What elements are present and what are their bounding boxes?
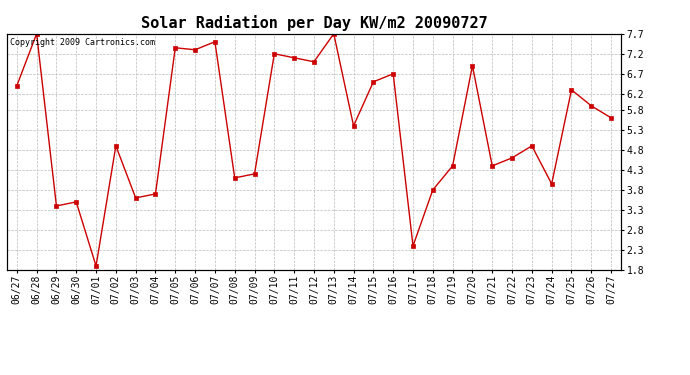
Text: Copyright 2009 Cartronics.com: Copyright 2009 Cartronics.com — [10, 39, 155, 48]
Title: Solar Radiation per Day KW/m2 20090727: Solar Radiation per Day KW/m2 20090727 — [141, 15, 487, 31]
